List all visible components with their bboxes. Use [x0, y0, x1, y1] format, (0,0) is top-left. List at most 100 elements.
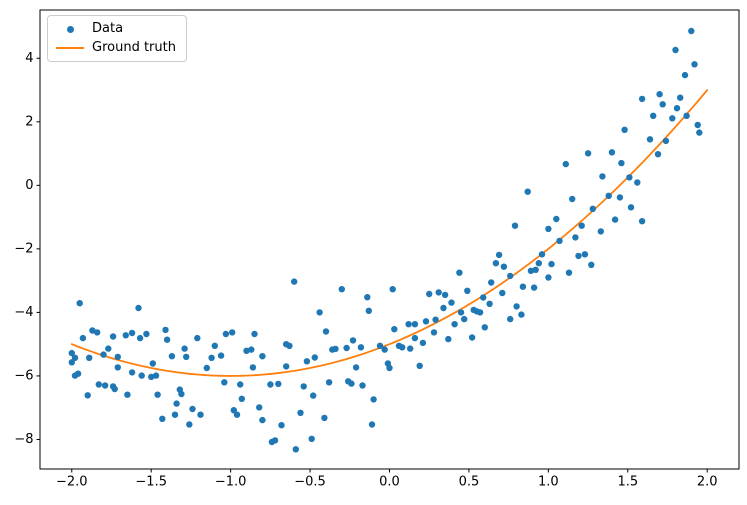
data-point: [605, 192, 612, 199]
data-point: [79, 334, 87, 342]
data-point: [621, 126, 628, 133]
data-point: [248, 346, 255, 353]
data-point: [513, 303, 520, 310]
data-point: [368, 421, 376, 428]
data-point: [370, 396, 377, 403]
ground-truth-curve: [70, 89, 709, 377]
data-point: [500, 263, 508, 270]
data-point: [256, 404, 263, 411]
data-point: [451, 321, 458, 328]
data-point: [584, 150, 592, 157]
data-point: [456, 269, 463, 276]
data-point: [524, 188, 531, 195]
data-point: [627, 204, 635, 211]
data-point: [569, 195, 576, 203]
data-point: [329, 346, 336, 353]
data-point: [519, 283, 527, 290]
data-point: [556, 237, 563, 245]
data-point: [217, 352, 225, 359]
data-point: [149, 360, 156, 367]
data-point: [650, 112, 657, 120]
data-point: [422, 318, 430, 325]
legend-label-data: Data: [92, 21, 124, 36]
data-point: [259, 353, 266, 360]
data-point: [389, 286, 396, 293]
data-point: [553, 215, 560, 223]
data-point: [310, 392, 317, 399]
data-point: [109, 333, 117, 340]
data-point: [495, 251, 503, 259]
data-point: [259, 416, 266, 424]
x-tick-label: 0.5: [459, 474, 480, 489]
data-point: [588, 261, 595, 268]
data-point: [694, 121, 701, 129]
data-point: [638, 218, 646, 225]
data-point: [194, 334, 201, 342]
legend-handle: [56, 47, 84, 49]
data-point: [249, 364, 257, 371]
data-point: [448, 299, 455, 306]
data-point: [271, 437, 279, 444]
data-point: [114, 364, 122, 371]
data-point: [597, 228, 604, 235]
data-point: [84, 392, 91, 399]
data-point: [189, 405, 196, 413]
data-point: [322, 328, 330, 335]
data-point: [311, 354, 318, 361]
data-point: [308, 435, 315, 442]
data-point: [124, 391, 131, 398]
x-tick-label: −0.5: [294, 474, 326, 489]
data-point: [499, 289, 506, 297]
data-point: [68, 349, 76, 357]
data-point: [618, 159, 625, 167]
data-point: [173, 400, 180, 407]
data-point: [511, 222, 519, 229]
data-point: [128, 329, 136, 337]
data-point: [163, 336, 171, 343]
data-point: [492, 260, 500, 267]
data-point: [348, 380, 355, 387]
data-point: [230, 407, 237, 414]
data-point: [411, 321, 419, 328]
data-point: [476, 309, 484, 316]
data-point: [486, 300, 493, 307]
data-point: [325, 379, 333, 386]
y-tick-label: −6: [14, 368, 33, 383]
data-point: [297, 409, 304, 416]
data-point: [405, 321, 412, 328]
y-tick-label: −2: [14, 241, 33, 256]
data-point: [688, 27, 695, 35]
data-point: [656, 91, 663, 98]
x-tick-label: −1.0: [215, 474, 247, 489]
data-point: [186, 421, 193, 428]
data-point: [435, 289, 442, 296]
data-point: [616, 194, 624, 201]
data-point: [178, 390, 185, 398]
data-point: [538, 251, 546, 258]
data-point: [562, 160, 569, 168]
data-point: [638, 95, 646, 103]
data-point: [481, 324, 488, 331]
data-point: [143, 330, 150, 338]
data-point: [589, 205, 596, 212]
data-point: [381, 346, 388, 353]
data-point: [545, 274, 552, 281]
data-point: [432, 316, 439, 323]
data-point: [154, 391, 161, 398]
data-point: [233, 411, 241, 418]
data-point: [183, 353, 190, 361]
data-point: [365, 307, 372, 314]
data-point: [321, 414, 328, 422]
data-point: [343, 344, 350, 352]
data-point: [111, 385, 118, 393]
data-point: [211, 342, 218, 349]
data-point: [461, 315, 468, 323]
axes-frame: [39, 9, 740, 470]
data-point: [122, 332, 129, 339]
data-point: [251, 330, 258, 338]
legend-item-data: Data: [56, 21, 176, 37]
data-point: [229, 329, 236, 336]
data-point: [634, 179, 641, 186]
data-point: [278, 422, 285, 429]
